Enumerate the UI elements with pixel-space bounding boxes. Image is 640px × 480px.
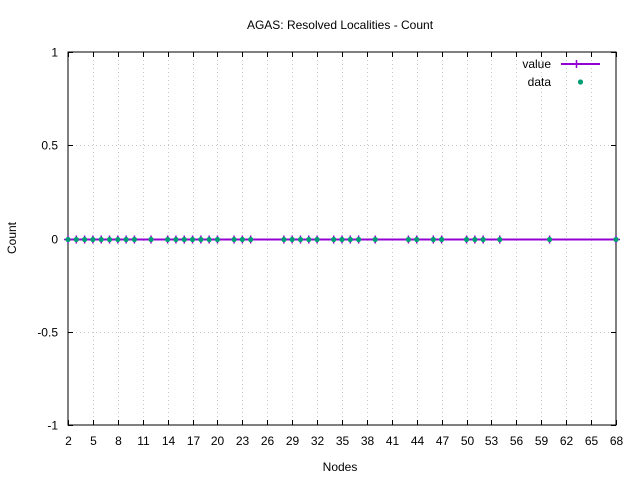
data-point-data: [248, 236, 254, 243]
y-tick-label: -1: [47, 419, 58, 433]
data-point-data: [165, 236, 171, 243]
x-tick-label: 50: [461, 434, 475, 448]
x-tick-label: 59: [535, 434, 549, 448]
y-tick-label: -0.5: [37, 326, 58, 340]
x-tick-label: 56: [510, 434, 524, 448]
data-point-data: [472, 236, 478, 243]
data-point-data: [613, 236, 619, 243]
data-point-data: [430, 236, 436, 243]
data-point-data: [463, 236, 470, 243]
legend: value data: [522, 57, 600, 89]
data-point-data: [497, 236, 503, 243]
data-point-data: [123, 236, 129, 243]
data-point-data: [314, 236, 320, 243]
data-point-data: [289, 236, 295, 243]
y-tick-label: 1: [51, 46, 58, 60]
legend-marker-value: [572, 60, 581, 68]
x-tick-label: 44: [411, 434, 425, 448]
data-point-data: [98, 236, 104, 243]
data-point-data: [198, 236, 204, 243]
x-tick-label: 20: [211, 434, 225, 448]
data-point-data: [148, 236, 154, 243]
x-tick-label: 17: [187, 434, 201, 448]
x-tick-label: 2: [65, 434, 72, 448]
data-point-data: [339, 236, 345, 243]
y-tick-label: 0.5: [41, 139, 58, 153]
x-tick-label: 11: [137, 434, 150, 448]
x-tick-label: 68: [610, 434, 624, 448]
x-axis-label: Nodes: [323, 460, 358, 474]
legend-label-value: value: [522, 57, 551, 71]
legend-label-data: data: [528, 75, 552, 89]
x-tick-label: 32: [311, 434, 325, 448]
data-point-data: [239, 236, 245, 243]
data-point-data: [231, 236, 237, 243]
data-point-data: [281, 236, 287, 243]
x-tick-label: 53: [485, 434, 499, 448]
data-point-data: [439, 236, 445, 243]
data-point-data: [206, 236, 212, 243]
x-tick-label: 47: [436, 434, 450, 448]
data-point-data: [356, 236, 362, 243]
data-point-data: [106, 236, 113, 243]
x-tick-label: 62: [560, 434, 574, 448]
data-point-data: [405, 236, 412, 243]
y-tick-label: 0: [51, 233, 58, 247]
x-tick-label: 35: [336, 434, 350, 448]
series: [64, 235, 620, 244]
data-point-data: [214, 236, 221, 243]
data-point-data: [173, 236, 179, 243]
legend-marker-data: [577, 79, 584, 85]
data-point-data: [480, 236, 486, 243]
x-tick-label: 23: [236, 434, 250, 448]
x-tick-label: 41: [386, 434, 400, 448]
chart-title: AGAS: Resolved Localities - Count: [247, 18, 434, 32]
data-point-data: [189, 236, 196, 243]
x-tick-label: 38: [361, 434, 375, 448]
data-point-data: [306, 236, 312, 243]
data-point-data: [181, 236, 187, 243]
data-point-data: [90, 236, 96, 243]
x-tick-label: 5: [90, 434, 97, 448]
data-point-data: [131, 236, 138, 243]
x-tick-label: 8: [115, 434, 122, 448]
x-tick-label: 29: [286, 434, 300, 448]
data-point-data: [297, 236, 304, 243]
data-point-data: [372, 236, 378, 243]
data-point-data: [414, 236, 420, 243]
data-point-data: [82, 236, 88, 243]
data-point-data: [331, 236, 337, 243]
data-point-data: [546, 236, 553, 243]
data-point-data: [347, 236, 353, 243]
x-tick-label: 26: [261, 434, 275, 448]
x-tick-label: 65: [585, 434, 599, 448]
y-axis-label: Count: [5, 221, 19, 254]
data-point-data: [65, 236, 71, 243]
x-tick-label: 14: [162, 434, 176, 448]
data-point-data: [73, 236, 79, 243]
axis-ticks: 2 5 8 11 14 17 20 23 26 29 32 35 38 41 44 47 50 53 56 59 62 6…: [37, 46, 623, 449]
data-point-data: [115, 236, 121, 243]
